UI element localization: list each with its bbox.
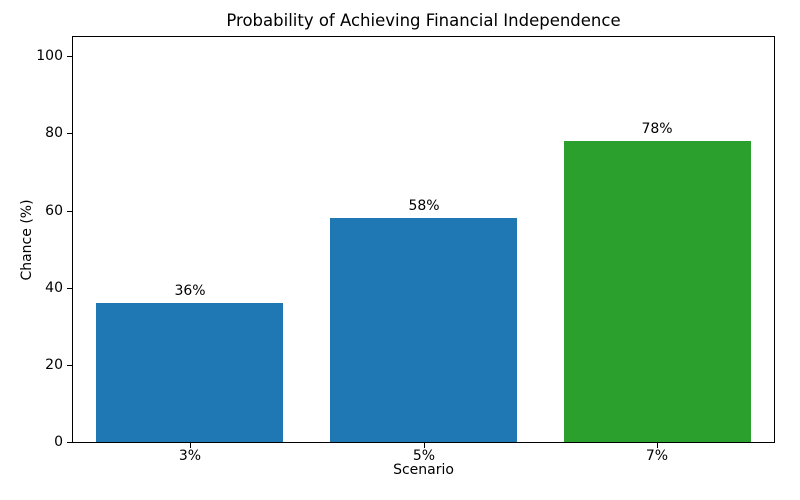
y-tick-label: 100 bbox=[36, 48, 63, 64]
x-tick bbox=[190, 443, 191, 448]
y-tick bbox=[67, 211, 72, 212]
y-tick bbox=[67, 288, 72, 289]
chart-title: Probability of Achieving Financial Indep… bbox=[226, 11, 621, 30]
plot-area: 0 20 40 60 80 100 36% 3% 58% 5% 78% 7% bbox=[36, 36, 775, 464]
x-axis-label: Scenario bbox=[393, 462, 454, 478]
x-tick-label: 3% bbox=[178, 448, 202, 464]
y-tick bbox=[67, 133, 72, 134]
bar bbox=[330, 218, 517, 442]
y-tick-label: 60 bbox=[45, 203, 63, 219]
bar-value-label: 36% bbox=[174, 283, 206, 299]
bar-value-label: 58% bbox=[408, 198, 440, 214]
x-tick-label: 7% bbox=[645, 448, 669, 464]
y-tick-label: 20 bbox=[45, 357, 63, 373]
x-tick bbox=[657, 443, 658, 448]
y-tick-label: 0 bbox=[54, 434, 63, 450]
y-tick-label: 40 bbox=[45, 280, 63, 296]
bar bbox=[564, 141, 751, 442]
bar-value-label: 78% bbox=[641, 121, 673, 137]
x-tick-label: 5% bbox=[412, 448, 436, 464]
y-tick-label: 80 bbox=[45, 125, 63, 141]
x-tick bbox=[424, 443, 425, 448]
y-tick bbox=[67, 442, 72, 443]
bar bbox=[96, 303, 283, 442]
y-tick bbox=[67, 56, 72, 57]
y-tick bbox=[67, 365, 72, 366]
